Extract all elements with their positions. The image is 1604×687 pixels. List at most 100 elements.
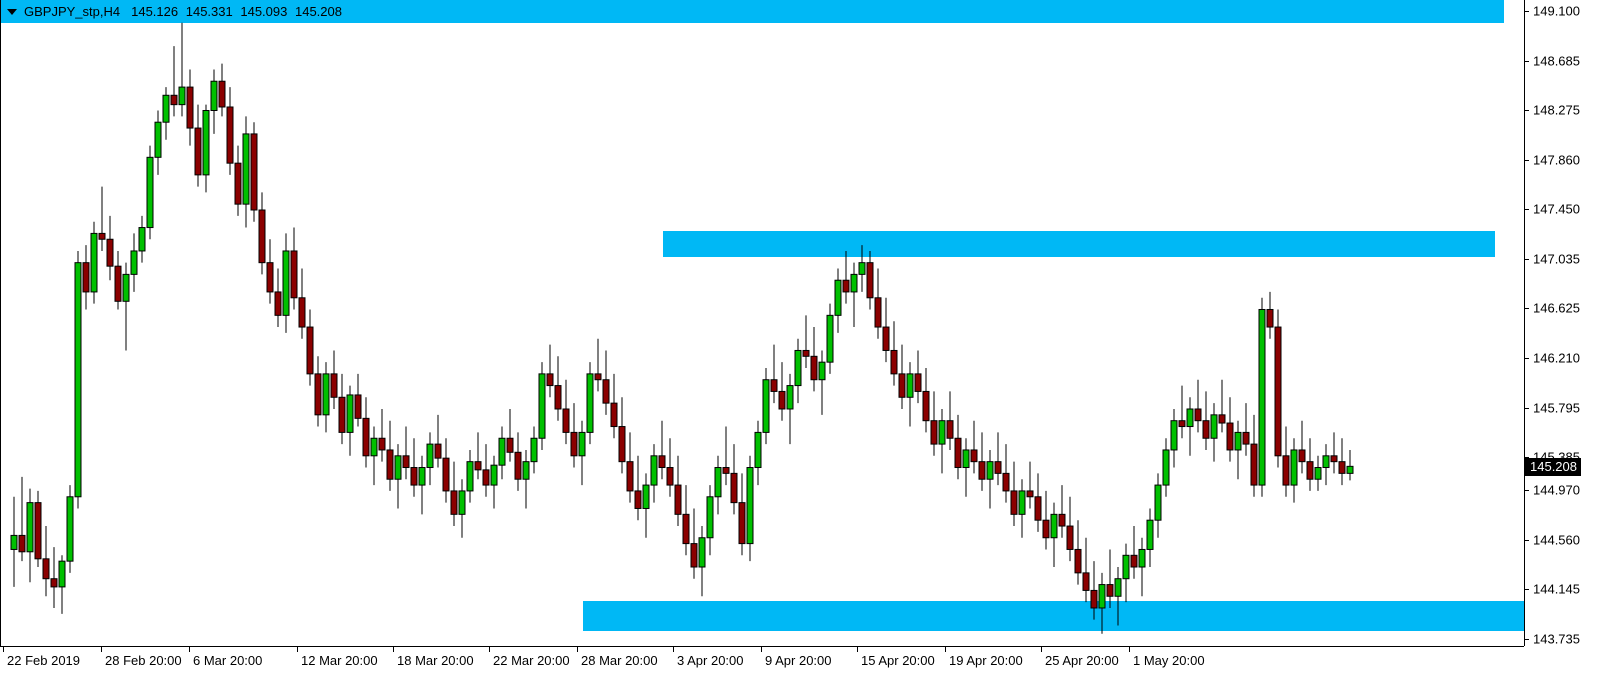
price-axis-label: 147.450 bbox=[1533, 201, 1580, 217]
ohlc-readout: 145.126 145.331 145.093 145.208 bbox=[131, 4, 346, 19]
candlestick bbox=[1114, 567, 1122, 626]
symbol-header-bar[interactable]: GBPJPY_stp,H4 145.126 145.331 145.093 14… bbox=[0, 0, 1504, 23]
candlestick bbox=[642, 473, 650, 538]
candlestick bbox=[298, 268, 306, 339]
candlestick bbox=[1042, 490, 1050, 550]
candlestick bbox=[570, 403, 578, 468]
candlestick bbox=[522, 449, 530, 509]
candlestick bbox=[1290, 438, 1298, 503]
candlestick bbox=[450, 461, 458, 527]
candlestick bbox=[42, 526, 50, 597]
candlestick bbox=[858, 245, 866, 292]
ohlc-high: 145.331 bbox=[185, 4, 233, 19]
candlestick bbox=[706, 485, 714, 556]
candlestick bbox=[1050, 502, 1058, 568]
candlestick bbox=[1186, 397, 1194, 456]
candlestick bbox=[506, 408, 514, 462]
time-axis-label: 12 Mar 20:00 bbox=[301, 653, 378, 668]
candlestick bbox=[538, 362, 546, 450]
time-tick bbox=[673, 647, 674, 652]
ohlc-open: 145.126 bbox=[131, 4, 179, 19]
candlestick bbox=[578, 420, 586, 486]
candlestick bbox=[1130, 526, 1138, 579]
candlestick bbox=[730, 444, 738, 515]
price-axis-label: 148.685 bbox=[1533, 53, 1580, 69]
candlestick bbox=[1146, 508, 1154, 568]
candlestick bbox=[634, 455, 642, 521]
price-tick bbox=[1524, 408, 1529, 409]
candlestick bbox=[650, 444, 658, 503]
candlestick bbox=[482, 444, 490, 497]
chart-plot-area[interactable] bbox=[0, 0, 1524, 646]
candlestick bbox=[970, 420, 978, 474]
time-axis-label: 3 Apr 20:00 bbox=[677, 653, 744, 668]
candlestick bbox=[210, 69, 218, 134]
time-tick bbox=[1129, 647, 1130, 652]
price-tick bbox=[1524, 308, 1529, 309]
candlestick bbox=[490, 455, 498, 509]
candlestick bbox=[250, 122, 258, 222]
candlestick bbox=[546, 344, 554, 398]
candlestick bbox=[122, 262, 130, 351]
time-axis-label: 28 Mar 20:00 bbox=[581, 653, 658, 668]
price-axis-label: 146.210 bbox=[1533, 350, 1580, 366]
candlestick bbox=[274, 268, 282, 328]
time-axis-label: 6 Mar 20:00 bbox=[193, 653, 263, 668]
price-axis[interactable]: 149.100 148.685 148.275 147.860 147.450 147.0… bbox=[1524, 0, 1604, 647]
candlestick bbox=[290, 227, 298, 310]
candlestick bbox=[978, 432, 986, 491]
candlestick bbox=[1058, 485, 1066, 538]
time-axis-label: 1 May 20:00 bbox=[1133, 653, 1205, 668]
candlestick bbox=[186, 69, 194, 146]
candlestick bbox=[1258, 297, 1266, 497]
candlestick bbox=[682, 485, 690, 556]
time-tick bbox=[1041, 647, 1042, 652]
candlestick bbox=[698, 526, 706, 597]
candlestick bbox=[850, 262, 858, 328]
candlestick bbox=[946, 391, 954, 450]
price-axis-label: 144.145 bbox=[1533, 581, 1580, 597]
candlestick bbox=[594, 338, 602, 392]
candlestick bbox=[1218, 379, 1226, 433]
time-tick bbox=[101, 647, 102, 652]
candlestick bbox=[1082, 537, 1090, 603]
candlestick bbox=[58, 555, 66, 614]
candlestick bbox=[1242, 403, 1250, 456]
candlestick bbox=[1322, 444, 1330, 486]
price-tick bbox=[1524, 110, 1529, 111]
candlestick bbox=[1298, 420, 1306, 474]
candlestick bbox=[370, 426, 378, 486]
candlestick bbox=[1306, 438, 1314, 491]
candlestick bbox=[994, 432, 1002, 486]
time-axis-line bbox=[0, 646, 1524, 647]
candlestick bbox=[1162, 438, 1170, 497]
candlestick bbox=[1226, 397, 1234, 462]
time-axis-label: 28 Feb 20:00 bbox=[105, 653, 182, 668]
candlestick bbox=[1314, 455, 1322, 491]
time-axis[interactable]: 22 Feb 2019 28 Feb 20:00 6 Mar 20:00 12 Mar… bbox=[0, 646, 1604, 687]
candlestick bbox=[1154, 473, 1162, 538]
candlestick bbox=[1090, 561, 1098, 620]
candlestick bbox=[842, 250, 850, 304]
symbol-label: GBPJPY_stp,H4 bbox=[24, 4, 121, 19]
candlestick bbox=[1018, 479, 1026, 538]
price-tick bbox=[1524, 209, 1529, 210]
candlestick bbox=[586, 362, 594, 445]
candlestick bbox=[690, 508, 698, 579]
triangle-down-icon[interactable] bbox=[7, 8, 17, 15]
time-tick bbox=[3, 647, 4, 652]
candlestick bbox=[1338, 438, 1346, 486]
candlestick bbox=[474, 432, 482, 480]
candlestick bbox=[874, 268, 882, 339]
candlestick bbox=[754, 420, 762, 486]
price-tick bbox=[1524, 639, 1529, 640]
candlestick bbox=[1202, 391, 1210, 450]
candlestick bbox=[1066, 496, 1074, 562]
candlestick bbox=[74, 250, 82, 509]
candlestick bbox=[834, 268, 842, 333]
candlestick bbox=[402, 426, 410, 480]
candlestick bbox=[1098, 572, 1106, 634]
candlestick bbox=[802, 315, 810, 369]
candlestick bbox=[178, 22, 186, 117]
candlestick bbox=[34, 490, 42, 568]
